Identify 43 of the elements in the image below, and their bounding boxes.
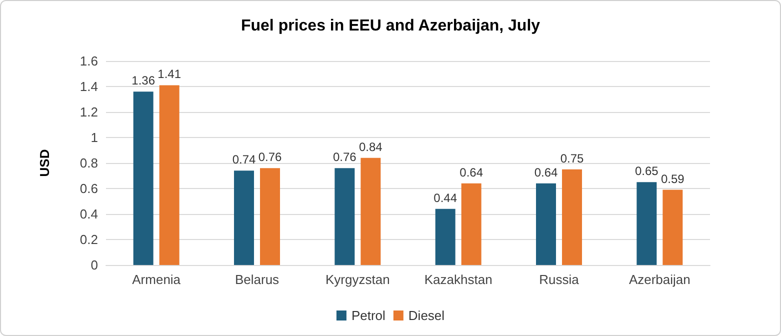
y-tick-label: 0.8 (80, 156, 98, 170)
bar (159, 85, 180, 265)
legend-label: Diesel (408, 308, 445, 323)
bar (133, 92, 154, 265)
bar (260, 168, 280, 265)
x-tick-label: Belarus (234, 272, 280, 287)
data-label: 0.64 (460, 165, 484, 180)
x-tick-label: Armenia (132, 272, 182, 287)
data-label: 0.74 (232, 152, 256, 167)
y-tick-label: 1 (90, 130, 98, 145)
bar (334, 168, 355, 265)
bar (662, 190, 683, 265)
bar (360, 158, 381, 265)
x-tick-label: Kyrgyzstan (326, 272, 390, 287)
legend-label: Petrol (351, 308, 386, 323)
y-tick-label: 1.6 (80, 54, 98, 68)
x-tick-label: Kazakhstan (424, 272, 492, 287)
data-label: 1.41 (158, 67, 182, 82)
y-tick-label: 0.4 (80, 206, 98, 222)
data-label: 0.84 (358, 140, 383, 154)
y-axis-title: USD (37, 149, 52, 177)
y-tick-label: 0 (90, 258, 98, 272)
bar (536, 183, 556, 265)
data-label: 0.76 (332, 150, 357, 164)
data-label: 0.59 (660, 172, 685, 186)
bar (461, 183, 482, 265)
data-label: 0.65 (634, 164, 659, 178)
y-tick-label: 1.4 (80, 79, 98, 94)
data-label: 0.44 (434, 190, 458, 205)
bar (234, 170, 254, 265)
y-tick-label: 0.2 (80, 232, 98, 247)
bar (435, 208, 456, 265)
data-label: 0.76 (258, 150, 282, 164)
data-label: 0.64 (534, 165, 558, 180)
x-tick-label: Azerbaijan (628, 272, 690, 287)
chart-title: Fuel prices in EEU and Azerbaijan, July (240, 18, 540, 34)
bar (562, 169, 582, 265)
data-label: 0.75 (560, 151, 584, 166)
y-tick-label: 0.6 (80, 181, 98, 196)
data-label: 1.36 (132, 74, 156, 88)
x-tick-label: Russia (539, 272, 580, 287)
y-tick-label: 1.2 (80, 104, 98, 120)
bar (636, 182, 657, 265)
